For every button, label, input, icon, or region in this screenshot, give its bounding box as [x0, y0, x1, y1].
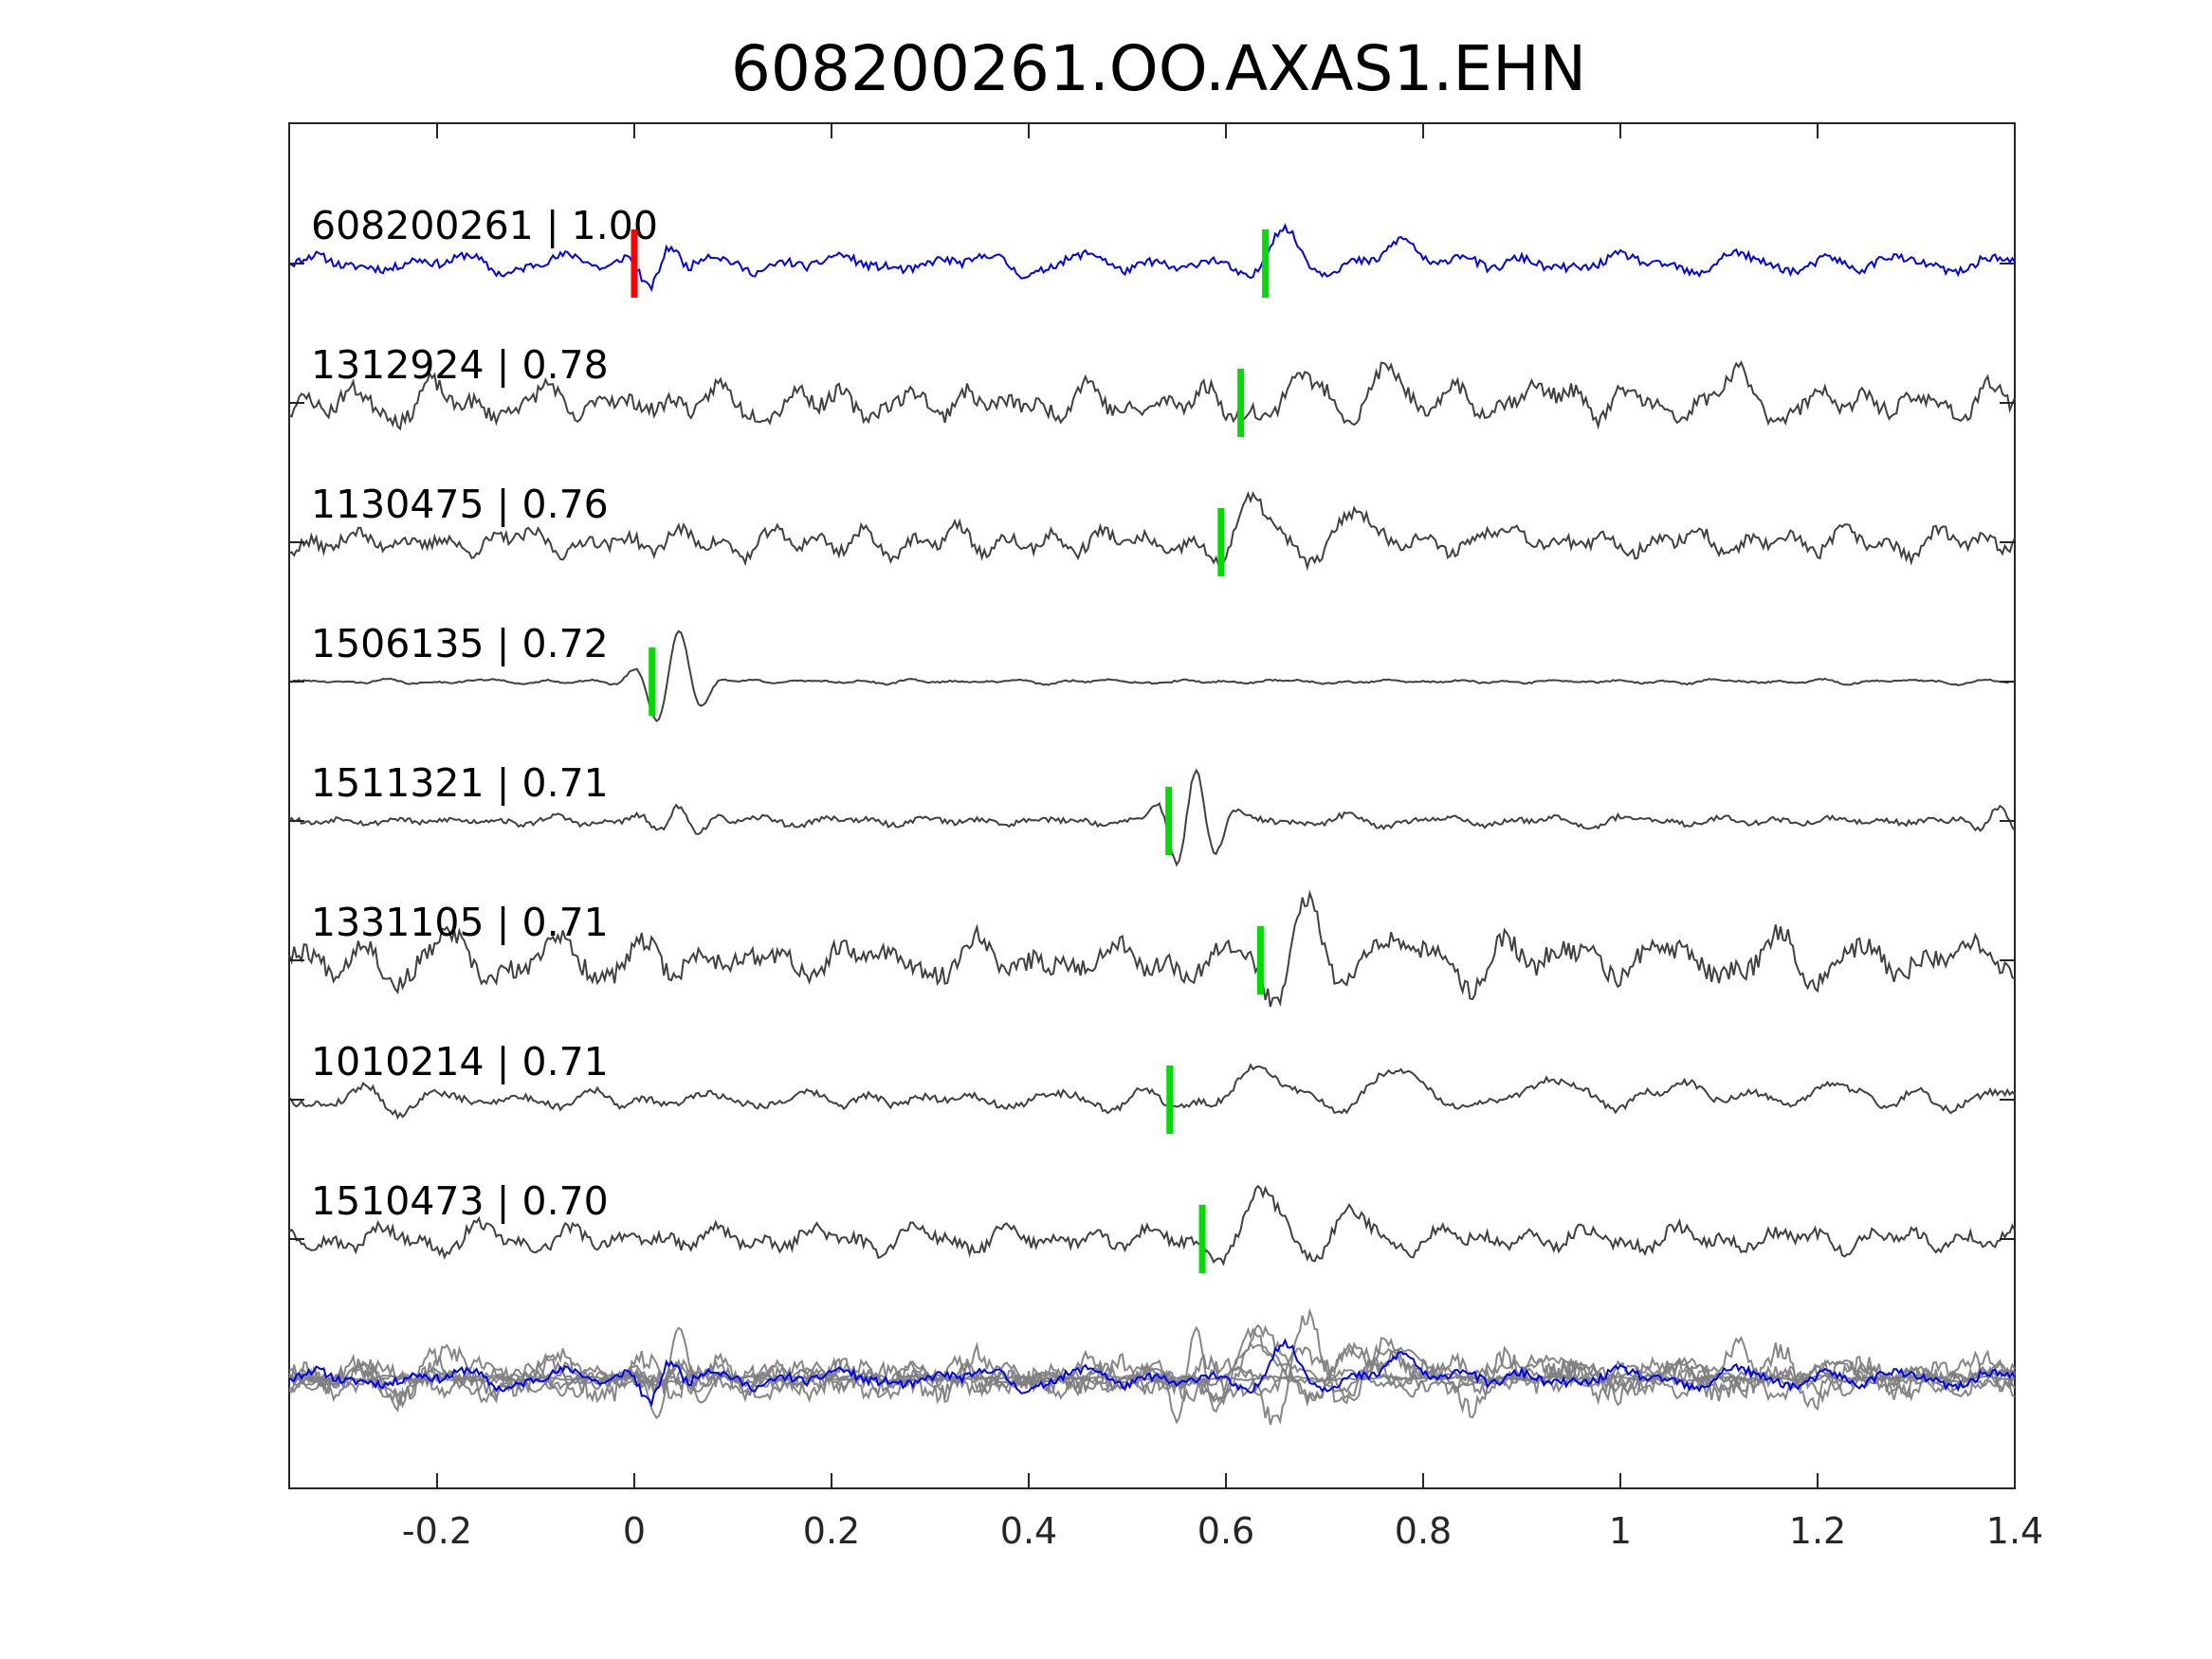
stack-trace-master [288, 1338, 2016, 1408]
trace-label-1312924: 1312924 | 0.78 [311, 342, 609, 388]
xtick-label: 0.8 [1395, 1510, 1452, 1552]
trace-1506135 [288, 629, 2016, 723]
trace-1331105 [288, 889, 2016, 1008]
trace-label-1010214: 1010214 | 0.71 [311, 1039, 609, 1085]
trace-608200261 [288, 223, 2016, 293]
trace-labels: 608200261 | 1.00 1312924 | 0.78 1130475 | … [311, 203, 658, 1224]
trace-1511321 [288, 768, 2016, 867]
xtick-label: 1.4 [1986, 1510, 2043, 1552]
trace-label-608200261: 608200261 | 1.00 [311, 203, 658, 248]
trace-label-1130475: 1130475 | 0.76 [311, 482, 609, 527]
stack-trace-1010214 [288, 1341, 2016, 1399]
chart-title: 608200261.OO.AXAS1.EHN [731, 32, 1586, 105]
stack-trace-1331105 [288, 1307, 2016, 1426]
trace-label-1511321: 1511321 | 0.71 [311, 760, 609, 806]
picks [631, 229, 1270, 1273]
xtick-label: -0.2 [402, 1510, 472, 1552]
xtick-label: 1 [1609, 1510, 1632, 1552]
trace-label-1506135: 1506135 | 0.72 [311, 621, 609, 666]
xtick-label: 0.6 [1197, 1510, 1254, 1552]
xtick-label: 0.4 [1000, 1510, 1057, 1552]
xtick-label: 1.2 [1789, 1510, 1846, 1552]
trace-1312924 [288, 360, 2016, 431]
trace-1010214 [288, 1063, 2016, 1121]
xtick-label: 0.2 [803, 1510, 860, 1552]
trace-1130475 [288, 490, 2016, 572]
traces [288, 223, 2016, 1426]
plot-area [288, 122, 2016, 1489]
trace-label-1510473: 1510473 | 0.70 [311, 1178, 609, 1224]
stack-trace-1511321 [288, 1325, 2016, 1425]
trace-1510473 [288, 1184, 2016, 1267]
trace-label-1331105: 1331105 | 0.71 [311, 900, 609, 945]
x-axis: -0.2 0 0.2 0.4 0.6 0.8 1 1.2 1.4 [289, 123, 2043, 1552]
xtick-label: 0 [623, 1510, 646, 1552]
